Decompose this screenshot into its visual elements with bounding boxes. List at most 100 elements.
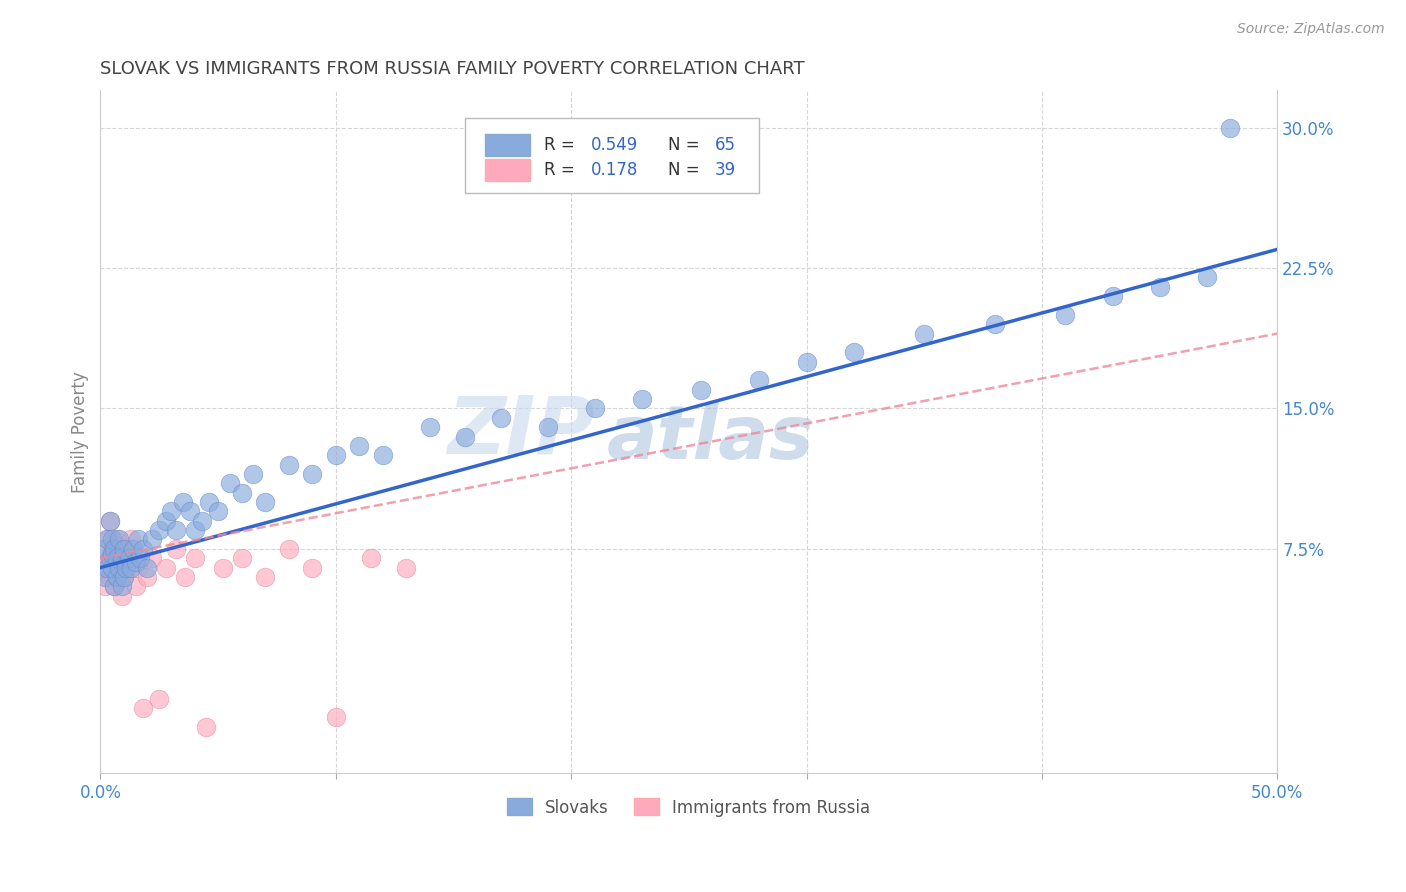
Point — [165, 541, 187, 556]
Point — [122, 541, 145, 556]
Point — [98, 570, 121, 584]
Point — [165, 523, 187, 537]
Point — [179, 504, 201, 518]
Point — [103, 579, 125, 593]
Point — [120, 533, 142, 547]
Point — [132, 701, 155, 715]
Point — [190, 514, 212, 528]
Point — [174, 570, 197, 584]
Point — [110, 579, 132, 593]
Point — [105, 551, 128, 566]
Text: 0.549: 0.549 — [591, 136, 638, 154]
Point — [489, 410, 512, 425]
Point — [912, 326, 935, 341]
Point — [1219, 120, 1241, 135]
Point — [115, 560, 138, 574]
Text: N =: N = — [668, 136, 704, 154]
Point — [141, 551, 163, 566]
Text: 65: 65 — [714, 136, 735, 154]
Point — [108, 541, 131, 556]
Point — [155, 514, 177, 528]
Point — [110, 551, 132, 566]
Y-axis label: Family Poverty: Family Poverty — [72, 371, 89, 492]
Point — [103, 579, 125, 593]
Point — [1149, 280, 1171, 294]
Point — [301, 560, 323, 574]
Point — [796, 354, 818, 368]
Text: 0.178: 0.178 — [591, 161, 638, 179]
Text: 39: 39 — [714, 161, 735, 179]
Point — [583, 401, 606, 416]
Point — [96, 551, 118, 566]
Point — [231, 485, 253, 500]
Point — [984, 317, 1007, 331]
Point — [127, 533, 149, 547]
Point — [371, 448, 394, 462]
Point — [277, 458, 299, 472]
Point — [689, 383, 711, 397]
Text: R =: R = — [544, 136, 581, 154]
Point — [630, 392, 652, 406]
Text: ZIP: ZIP — [447, 392, 595, 471]
Point — [748, 373, 770, 387]
Point — [98, 551, 121, 566]
Point — [101, 548, 124, 562]
Point — [301, 467, 323, 481]
Point — [395, 560, 418, 574]
Point — [108, 560, 131, 574]
Point — [101, 533, 124, 547]
Point — [124, 555, 146, 569]
Point — [254, 570, 277, 584]
Point — [155, 560, 177, 574]
Point — [536, 420, 558, 434]
Point — [1101, 289, 1123, 303]
Point — [1195, 270, 1218, 285]
Point — [349, 439, 371, 453]
Point — [231, 551, 253, 566]
Point — [115, 541, 138, 556]
Point — [112, 570, 135, 584]
Point — [127, 560, 149, 574]
Point — [103, 541, 125, 556]
Legend: Slovaks, Immigrants from Russia: Slovaks, Immigrants from Russia — [501, 792, 877, 823]
Point — [117, 551, 139, 566]
Point — [254, 495, 277, 509]
Point — [136, 570, 159, 584]
Point — [110, 551, 132, 566]
Point — [94, 579, 117, 593]
Point — [105, 533, 128, 547]
Point — [132, 541, 155, 556]
Point — [207, 504, 229, 518]
Point — [242, 467, 264, 481]
Point — [141, 533, 163, 547]
Point — [277, 541, 299, 556]
Point — [148, 691, 170, 706]
Point — [197, 495, 219, 509]
Point — [96, 533, 118, 547]
FancyBboxPatch shape — [485, 159, 530, 181]
Point — [842, 345, 865, 359]
Point — [98, 514, 121, 528]
Point — [183, 523, 205, 537]
Point — [211, 560, 233, 574]
Point — [325, 710, 347, 724]
Point — [148, 523, 170, 537]
Point — [96, 533, 118, 547]
Point — [91, 560, 114, 574]
FancyBboxPatch shape — [485, 134, 530, 156]
Point — [91, 541, 114, 556]
Point — [218, 476, 240, 491]
Point — [1054, 308, 1077, 322]
Point — [108, 560, 131, 574]
Point — [124, 579, 146, 593]
Point — [110, 589, 132, 603]
Point — [160, 504, 183, 518]
Point — [325, 448, 347, 462]
Text: SLOVAK VS IMMIGRANTS FROM RUSSIA FAMILY POVERTY CORRELATION CHART: SLOVAK VS IMMIGRANTS FROM RUSSIA FAMILY … — [100, 60, 806, 78]
Text: atlas: atlas — [606, 402, 814, 475]
Point — [183, 551, 205, 566]
Point — [101, 560, 124, 574]
Point — [101, 560, 124, 574]
Point — [108, 533, 131, 547]
Point — [360, 551, 382, 566]
